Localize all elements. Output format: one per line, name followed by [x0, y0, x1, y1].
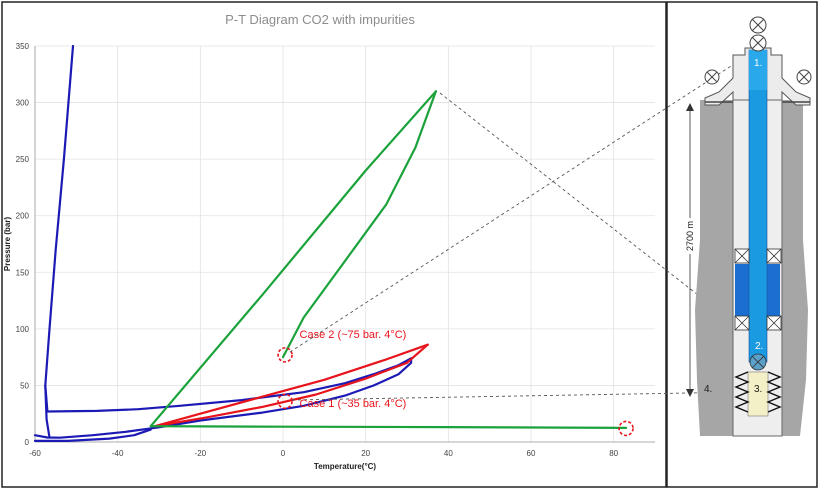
- well-label-1: 1.: [754, 58, 762, 69]
- x-axis-title: Temperature(°C): [314, 462, 377, 471]
- case-marker-1: [277, 347, 293, 363]
- well-label-4: 4.: [704, 384, 712, 395]
- x-tick-label: 20: [361, 449, 370, 458]
- y-tick-label: 150: [16, 268, 30, 277]
- case-markers: [277, 347, 634, 437]
- reservoir-section: [747, 371, 769, 417]
- tubing: [748, 49, 768, 363]
- chart-title: P-T Diagram CO2 with impurities: [225, 12, 415, 27]
- x-tick-label: -40: [112, 449, 124, 458]
- series-line-4: [44, 384, 51, 439]
- y-tick-label: 100: [16, 325, 30, 334]
- series-line-9: [281, 90, 437, 359]
- x-tick-label: 0: [281, 449, 286, 458]
- y-axis-title: Pressure (bar): [3, 217, 12, 272]
- series-line-8: [149, 90, 437, 428]
- connector-case2-to-wellhead: [289, 56, 746, 353]
- well-schematic: 2700 m 1. 2. 3. 4.: [681, 16, 812, 437]
- series-line-10: [149, 425, 628, 429]
- series-line-3: [33, 357, 413, 439]
- y-tick-label: 200: [16, 212, 30, 221]
- y-tick-label: 350: [16, 42, 30, 51]
- y-tick-label: 250: [16, 155, 30, 164]
- perforations-left: [734, 371, 750, 413]
- y-tick-label: 0: [25, 438, 30, 447]
- case-annotation-1: Case 2 (~75 bar. 4°C): [300, 329, 407, 341]
- connector-lines: [289, 56, 746, 401]
- series-line-5: [33, 428, 152, 442]
- y-tick-label: 50: [20, 381, 29, 390]
- series-line-7: [153, 343, 429, 428]
- valve-stack: [704, 16, 812, 85]
- series-line-6: [153, 343, 429, 428]
- axes: [34, 46, 655, 443]
- tubing-top-fluid: [749, 50, 767, 90]
- chart-panel-frame: [1, 1, 667, 488]
- depth-arrow-top: [686, 103, 694, 111]
- well-label-3: 3.: [754, 384, 762, 395]
- x-tick-label: 60: [527, 449, 536, 458]
- x-tick-label: -20: [195, 449, 207, 458]
- y-tick-label: 300: [16, 99, 30, 108]
- depth-label-bg: [681, 218, 699, 254]
- x-tick-label: -60: [29, 449, 41, 458]
- depth-label: 2700 m: [685, 221, 695, 251]
- connector-top-to-packer: [439, 92, 731, 321]
- case-annotation-2: Case 1 (~35 bar. 4°C): [300, 398, 407, 410]
- case-marker-2: [277, 393, 293, 410]
- perforations-right: [766, 371, 782, 413]
- depth-arrow-bottom: [686, 389, 694, 397]
- case-marker-3: [618, 420, 634, 437]
- data-series: [33, 44, 628, 442]
- case-annotations: Case 2 (~75 bar. 4°C) Case 1 (~35 bar. 4°…: [300, 329, 407, 410]
- x-tick-label: 40: [444, 449, 453, 458]
- tick-labels: -60 -40 -20 0 20 40 60 80 0 50 100 150 200 250 300 350: [16, 42, 619, 458]
- well-label-2: 2.: [755, 341, 763, 352]
- x-tick-label: 80: [609, 449, 618, 458]
- packers: [734, 248, 782, 331]
